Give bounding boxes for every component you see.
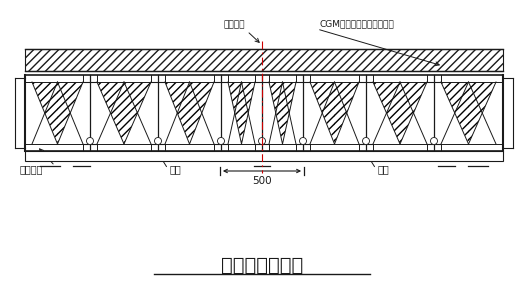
Text: 对拉螺栓: 对拉螺栓 (20, 164, 43, 174)
Text: 梁跨中线: 梁跨中线 (224, 20, 245, 29)
Bar (25, 151, 503, 161)
Circle shape (431, 138, 438, 144)
Circle shape (155, 138, 161, 144)
Circle shape (300, 138, 307, 144)
Text: 角锂: 角锂 (170, 164, 182, 174)
Circle shape (363, 138, 369, 144)
Circle shape (258, 138, 266, 144)
Text: 预制锂梁示意图: 预制锂梁示意图 (221, 255, 303, 275)
Text: 500: 500 (252, 176, 272, 186)
Circle shape (86, 138, 93, 144)
Circle shape (217, 138, 224, 144)
Text: CGM高强无收缩灰浆料灰实: CGM高强无收缩灰浆料灰实 (319, 19, 394, 28)
Text: 角锂: 角锂 (378, 164, 390, 174)
Bar (25, 49, 503, 71)
